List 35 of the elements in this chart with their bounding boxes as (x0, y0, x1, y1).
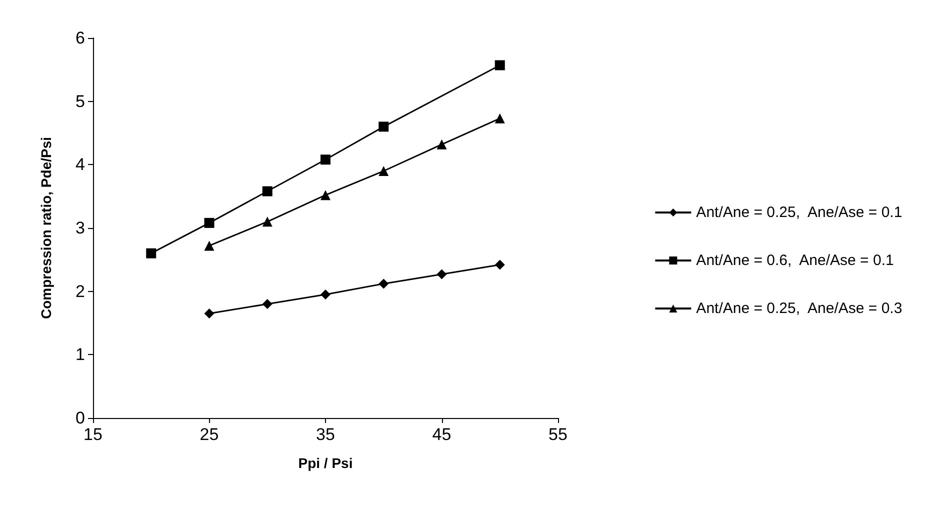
legend-label: Ant/Ane = 0.25, Ane/Ase = 0.3 (696, 300, 902, 317)
point (262, 216, 272, 227)
point (494, 60, 505, 70)
y-tick-label: 6 (76, 28, 85, 48)
point (320, 154, 330, 165)
x-tick-label: 35 (316, 425, 335, 444)
x-tick-label: 45 (432, 425, 452, 444)
point (378, 122, 389, 132)
point (436, 139, 447, 150)
x-axis-title: Ppi / Psi (298, 455, 353, 471)
x-tick-label: 15 (84, 425, 102, 444)
point (378, 278, 389, 289)
x-tick-label: 25 (200, 425, 219, 444)
legend-label: Ant/Ane = 0.6, Ane/Ase = 0.1 (696, 252, 894, 269)
point (262, 186, 272, 196)
y-tick-label: 4 (76, 155, 85, 174)
point (494, 260, 505, 270)
point (146, 248, 156, 258)
legend-label: Ant/Ane = 0.25, Ane/Ase = 0.1 (696, 204, 902, 221)
point (204, 218, 214, 228)
point (436, 269, 447, 280)
y-tick-label: 3 (76, 218, 85, 238)
point (204, 308, 214, 318)
point (378, 166, 389, 176)
x-tick-label: 55 (548, 425, 568, 444)
y-tick-label: 1 (76, 345, 85, 364)
y-tick-label: 2 (76, 282, 85, 301)
point (494, 113, 505, 124)
point (262, 299, 272, 309)
point (320, 190, 330, 200)
y-axis-title: Compression ratio, Pde/Psi (38, 136, 54, 320)
point (204, 240, 214, 251)
y-tick-label: 0 (76, 408, 85, 428)
point (320, 290, 330, 300)
y-tick-label: 5 (76, 92, 85, 111)
